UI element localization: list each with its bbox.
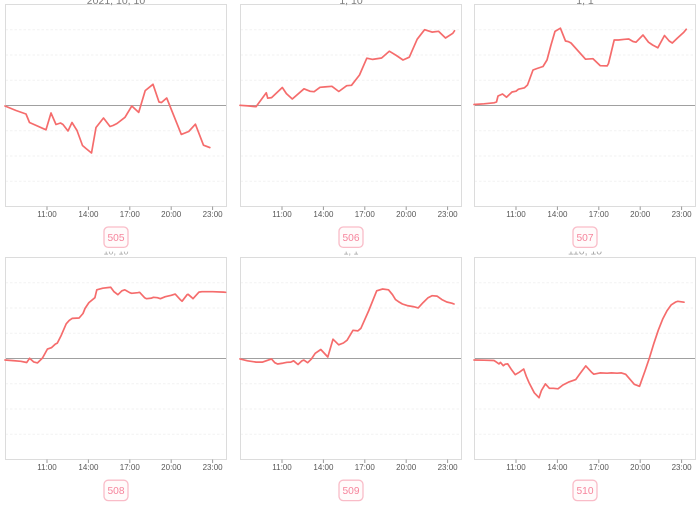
svg-text:14:00: 14:00 (547, 463, 568, 472)
svg-text:23:00: 23:00 (672, 463, 693, 472)
svg-text:23:00: 23:00 (203, 463, 224, 472)
svg-text:17:00: 17:00 (589, 463, 610, 472)
svg-text:23:00: 23:00 (438, 463, 459, 472)
svg-text:17:00: 17:00 (589, 210, 610, 219)
svg-text:2021, 10, 10: 2021, 10, 10 (87, 0, 146, 7)
svg-text:14:00: 14:00 (547, 210, 568, 219)
svg-text:1, 10: 1, 10 (339, 0, 363, 7)
svg-text:20:00: 20:00 (396, 463, 417, 472)
svg-text:507: 507 (577, 233, 594, 244)
svg-text:20:00: 20:00 (630, 463, 651, 472)
svg-text:20:00: 20:00 (396, 210, 417, 219)
svg-text:11:00: 11:00 (37, 463, 57, 472)
svg-text:11:00: 11:00 (506, 463, 526, 472)
svg-text:20:00: 20:00 (630, 210, 651, 219)
svg-text:23:00: 23:00 (203, 210, 224, 219)
svg-text:17:00: 17:00 (355, 463, 376, 472)
svg-text:14:00: 14:00 (313, 210, 334, 219)
svg-text:23:00: 23:00 (438, 210, 459, 219)
svg-text:509: 509 (343, 486, 360, 497)
svg-text:23:00: 23:00 (672, 210, 693, 219)
svg-text:14:00: 14:00 (78, 210, 99, 219)
svg-text:11:00: 11:00 (506, 210, 526, 219)
svg-text:14:00: 14:00 (78, 463, 99, 472)
svg-text:10, 10: 10, 10 (103, 247, 128, 257)
svg-text:17:00: 17:00 (120, 210, 141, 219)
svg-text:14:00: 14:00 (313, 463, 334, 472)
svg-text:506: 506 (343, 233, 360, 244)
svg-text:11:00: 11:00 (37, 210, 57, 219)
svg-text:508: 508 (108, 486, 125, 497)
svg-text:1, 1: 1, 1 (576, 0, 594, 7)
svg-text:11:00: 11:00 (272, 463, 292, 472)
svg-text:20:00: 20:00 (161, 210, 182, 219)
svg-text:17:00: 17:00 (355, 210, 376, 219)
svg-text:510: 510 (577, 486, 594, 497)
svg-text:20:00: 20:00 (161, 463, 182, 472)
svg-text:505: 505 (108, 233, 125, 244)
svg-text:110, 10: 110, 10 (568, 246, 602, 258)
svg-text:11:00: 11:00 (272, 210, 292, 219)
svg-text:17:00: 17:00 (120, 463, 141, 472)
svg-text:1, 1: 1, 1 (343, 247, 358, 257)
